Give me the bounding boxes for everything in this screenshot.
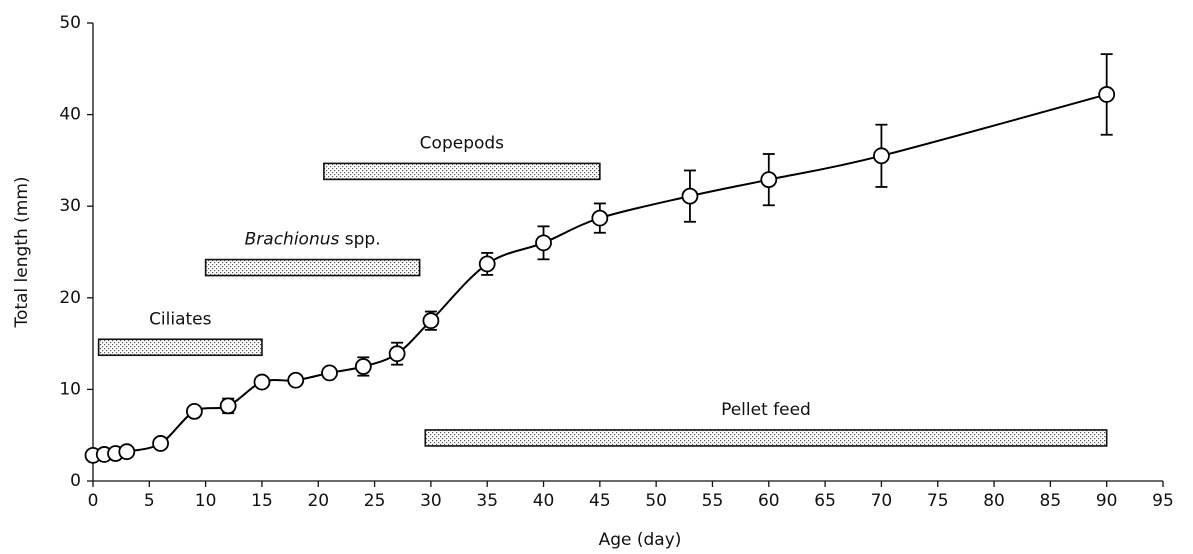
x-tick-label: 60 bbox=[758, 491, 780, 511]
y-axis-label: Total length (mm) bbox=[12, 176, 32, 328]
y-tick-label: 50 bbox=[59, 13, 81, 33]
feeding-bar bbox=[424, 429, 1108, 447]
point bbox=[321, 364, 338, 382]
x-tick-label: 55 bbox=[702, 491, 724, 511]
x-tick-label: 25 bbox=[364, 491, 386, 511]
point bbox=[478, 255, 496, 273]
x-tick-label: 35 bbox=[476, 491, 498, 511]
point bbox=[287, 371, 305, 389]
point bbox=[388, 345, 406, 363]
x-tick-label: 30 bbox=[420, 491, 442, 511]
point bbox=[152, 435, 169, 452]
y-tick-label: 10 bbox=[59, 379, 81, 399]
x-tick-label: 0 bbox=[88, 491, 99, 511]
point bbox=[253, 373, 271, 391]
y-tick-label: 20 bbox=[59, 288, 81, 308]
x-tick-label: 75 bbox=[927, 491, 949, 511]
x-tick-label: 85 bbox=[1040, 491, 1062, 511]
point bbox=[681, 187, 699, 205]
x-tick-label: 10 bbox=[195, 491, 217, 511]
feeding-label-part: Copepods bbox=[420, 133, 505, 153]
x-tick-label: 40 bbox=[533, 491, 555, 511]
x-axis-label: Age (day) bbox=[599, 530, 682, 550]
point bbox=[591, 209, 609, 227]
feeding-label: Brachionus spp. bbox=[245, 230, 381, 250]
point bbox=[118, 443, 136, 461]
x-tick-label: 15 bbox=[251, 491, 273, 511]
point bbox=[219, 397, 237, 415]
point bbox=[1098, 86, 1116, 103]
y-tick-label: 40 bbox=[59, 105, 81, 125]
x-tick-label: 70 bbox=[871, 491, 893, 511]
x-tick-label: 90 bbox=[1096, 491, 1118, 511]
y-tick-label: 30 bbox=[59, 196, 81, 216]
feeding-label-part: Ciliates bbox=[149, 309, 212, 329]
x-tick-label: 5 bbox=[144, 491, 155, 511]
feeding-bar bbox=[323, 162, 601, 181]
point bbox=[760, 171, 778, 189]
point bbox=[422, 312, 440, 330]
feeding-label: Ciliates bbox=[149, 309, 212, 329]
feeding-label-part: spp. bbox=[339, 230, 380, 250]
x-tick-label: 45 bbox=[589, 491, 611, 511]
point bbox=[354, 358, 372, 375]
x-tick-label: 80 bbox=[983, 491, 1005, 511]
feeding-label: Copepods bbox=[420, 133, 505, 153]
feeding-bar bbox=[204, 258, 421, 277]
feeding-label-part: Brachionus bbox=[245, 230, 340, 250]
x-tick-label: 20 bbox=[307, 491, 329, 511]
x-tick-label: 50 bbox=[645, 491, 667, 511]
y-tick-label: 0 bbox=[70, 471, 81, 491]
feeding-label-part: Pellet feed bbox=[721, 400, 811, 420]
feeding-bar bbox=[97, 338, 263, 357]
point bbox=[185, 402, 203, 420]
x-tick-label: 95 bbox=[1152, 491, 1174, 511]
point bbox=[873, 147, 890, 165]
x-tick-label: 65 bbox=[814, 491, 836, 511]
feeding-label: Pellet feed bbox=[721, 400, 811, 420]
point bbox=[535, 234, 552, 252]
